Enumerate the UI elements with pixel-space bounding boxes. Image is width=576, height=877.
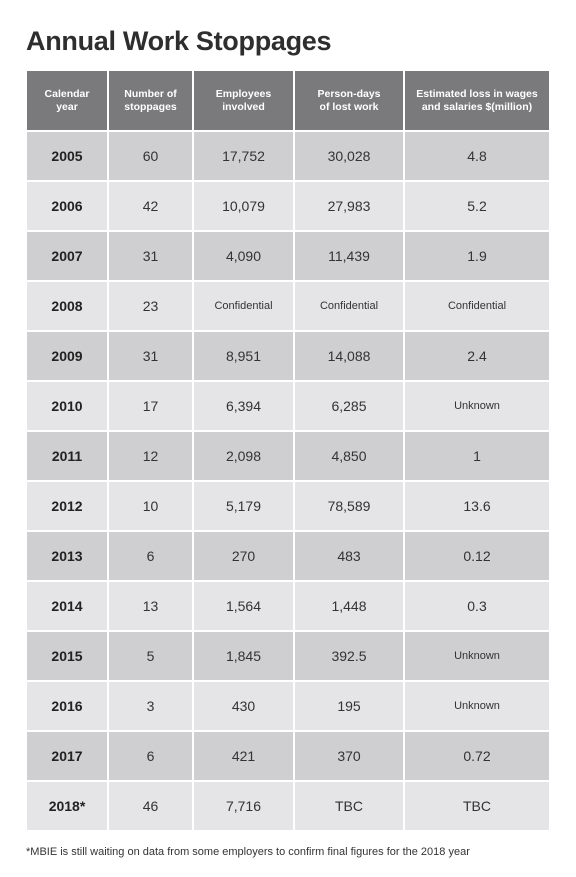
table-cell: 1.9	[405, 232, 549, 280]
year-cell: 2005	[27, 132, 107, 180]
table-cell: 1,448	[295, 582, 403, 630]
table-cell: 78,589	[295, 482, 403, 530]
year-cell: 2014	[27, 582, 107, 630]
table-cell: 2.4	[405, 332, 549, 380]
table-row: 2016 3 430 195 Unknown	[27, 682, 549, 730]
table-cell: 6,394	[194, 382, 293, 430]
table-cell: 12	[109, 432, 192, 480]
year-cell: 2016	[27, 682, 107, 730]
table-row: 2009 31 8,951 14,088 2.4	[27, 332, 549, 380]
table-body: 2005 60 17,752 30,028 4.8 2006 42 10,079 27,983 5…	[27, 132, 549, 830]
table-cell: 23	[109, 282, 192, 330]
table-row: 2007 31 4,090 11,439 1.9	[27, 232, 549, 280]
table-cell: 3	[109, 682, 192, 730]
table-cell: 6	[109, 532, 192, 580]
table-cell: 421	[194, 732, 293, 780]
year-cell: 2010	[27, 382, 107, 430]
year-cell: 2008	[27, 282, 107, 330]
table-cell: 60	[109, 132, 192, 180]
table-cell: 4.8	[405, 132, 549, 180]
year-cell: 2006	[27, 182, 107, 230]
table-cell: 17,752	[194, 132, 293, 180]
table-cell: 17	[109, 382, 192, 430]
table-cell: 1,845	[194, 632, 293, 680]
table-cell: 370	[295, 732, 403, 780]
table-row: 2018* 46 7,716 TBC TBC	[27, 782, 549, 830]
year-cell: 2009	[27, 332, 107, 380]
table-cell: 2,098	[194, 432, 293, 480]
table-cell: 11,439	[295, 232, 403, 280]
table-row: 2012 10 5,179 78,589 13.6	[27, 482, 549, 530]
table-cell: 6,285	[295, 382, 403, 430]
table-cell: 8,951	[194, 332, 293, 380]
table-cell: 5,179	[194, 482, 293, 530]
table-row: 2010 17 6,394 6,285 Unknown	[27, 382, 549, 430]
table-cell: 4,090	[194, 232, 293, 280]
table-row: 2017 6 421 370 0.72	[27, 732, 549, 780]
table-row: 2011 12 2,098 4,850 1	[27, 432, 549, 480]
table-cell: Unknown	[405, 632, 549, 680]
year-cell: 2012	[27, 482, 107, 530]
column-header: Estimated loss in wages and salaries $(m…	[405, 71, 549, 130]
table-cell: 31	[109, 232, 192, 280]
table-cell: 6	[109, 732, 192, 780]
table-row: 2014 13 1,564 1,448 0.3	[27, 582, 549, 630]
table-cell: 483	[295, 532, 403, 580]
table-cell: 5.2	[405, 182, 549, 230]
table-cell: 42	[109, 182, 192, 230]
table-cell: 10	[109, 482, 192, 530]
table-cell: TBC	[295, 782, 403, 830]
table-cell: 1	[405, 432, 549, 480]
year-cell: 2007	[27, 232, 107, 280]
table-cell: 13	[109, 582, 192, 630]
table-cell: 392.5	[295, 632, 403, 680]
table-cell: 0.72	[405, 732, 549, 780]
year-cell: 2018*	[27, 782, 107, 830]
table-row: 2006 42 10,079 27,983 5.2	[27, 182, 549, 230]
table-cell: 27,983	[295, 182, 403, 230]
table-row: 2015 5 1,845 392.5 Unknown	[27, 632, 549, 680]
table-cell: TBC	[405, 782, 549, 830]
table-cell: 30,028	[295, 132, 403, 180]
table-cell: 46	[109, 782, 192, 830]
table-cell: 1,564	[194, 582, 293, 630]
work-stoppages-table: Calendar year Number of stoppages Employee…	[25, 69, 551, 832]
table-row: 2013 6 270 483 0.12	[27, 532, 549, 580]
table-cell: Confidential	[194, 282, 293, 330]
table-cell: Unknown	[405, 382, 549, 430]
table-cell: 5	[109, 632, 192, 680]
table-cell: 270	[194, 532, 293, 580]
table-cell: 7,716	[194, 782, 293, 830]
column-header: Number of stoppages	[109, 71, 192, 130]
table-row: 2005 60 17,752 30,028 4.8	[27, 132, 549, 180]
column-header: Person-days of lost work	[295, 71, 403, 130]
table-cell: 430	[194, 682, 293, 730]
table-cell: 0.3	[405, 582, 549, 630]
table-cell: 14,088	[295, 332, 403, 380]
table-cell: Unknown	[405, 682, 549, 730]
table-row: 2008 23 Confidential Confidential Confidenti…	[27, 282, 549, 330]
year-cell: 2013	[27, 532, 107, 580]
page-title: Annual Work Stoppages	[26, 26, 332, 56]
year-cell: 2015	[27, 632, 107, 680]
column-header: Calendar year	[27, 71, 107, 130]
table-cell: Confidential	[405, 282, 549, 330]
year-cell: 2011	[27, 432, 107, 480]
year-cell: 2017	[27, 732, 107, 780]
table-cell: 13.6	[405, 482, 549, 530]
footnote: *MBIE is still waiting on data from some…	[26, 846, 470, 858]
table-header-row: Calendar year Number of stoppages Employee…	[27, 71, 549, 130]
table-cell: 10,079	[194, 182, 293, 230]
column-header: Employees involved	[194, 71, 293, 130]
table-cell: 31	[109, 332, 192, 380]
table-cell: Confidential	[295, 282, 403, 330]
table-cell: 195	[295, 682, 403, 730]
table-cell: 4,850	[295, 432, 403, 480]
table-cell: 0.12	[405, 532, 549, 580]
